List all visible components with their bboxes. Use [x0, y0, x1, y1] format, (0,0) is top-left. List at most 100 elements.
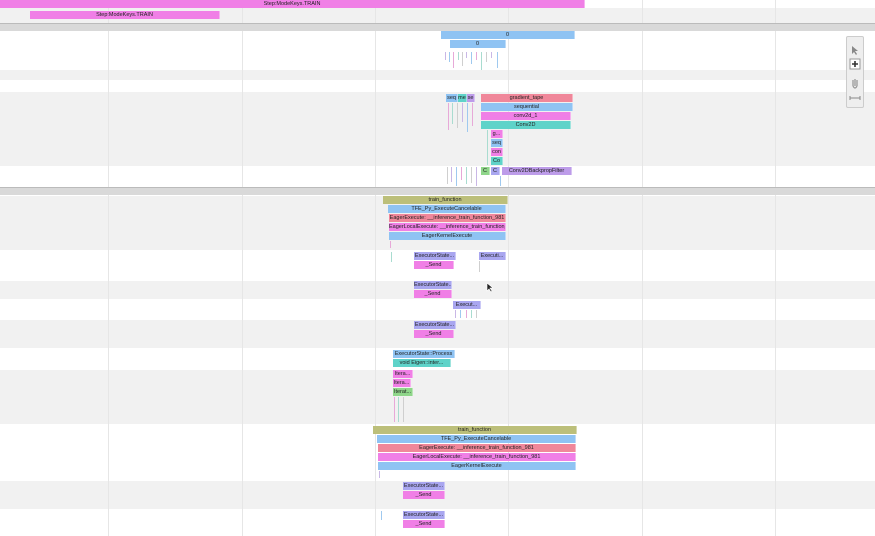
small-event — [462, 52, 463, 66]
grid-line — [508, 0, 509, 536]
small-event — [447, 167, 448, 184]
trace-slice[interactable]: con — [491, 148, 503, 156]
small-event — [486, 52, 487, 62]
small-event — [455, 310, 456, 318]
trace-slice[interactable]: ExecutorState... — [414, 321, 456, 329]
trace-slice[interactable]: ExecutorState... — [403, 511, 445, 519]
trace-slice[interactable]: Co — [491, 157, 503, 165]
trace-slice[interactable]: EagerExecute: __inference_train_function… — [378, 444, 576, 452]
trace-slice[interactable]: me — [458, 94, 467, 102]
small-event — [403, 397, 404, 422]
trace-slice[interactable]: Conv2D — [481, 121, 571, 129]
trace-slice[interactable]: gradient_tape — [481, 94, 573, 102]
grid-line — [242, 0, 243, 536]
track-band — [0, 70, 875, 80]
toolbar — [846, 36, 864, 108]
trace-slice[interactable]: C — [491, 167, 500, 175]
small-event — [390, 241, 391, 248]
small-event — [458, 52, 459, 60]
trace-slice[interactable]: void Eigen::inter... — [393, 359, 451, 367]
pan-tool[interactable] — [852, 79, 858, 89]
trace-slice[interactable]: 0 — [450, 40, 506, 48]
track-band — [0, 92, 875, 166]
small-event — [462, 103, 463, 122]
trace-slice[interactable]: Step:ModeKeys.TRAIN — [0, 0, 585, 8]
trace-slice[interactable]: Execut... — [453, 301, 481, 309]
select-tool[interactable] — [852, 46, 858, 55]
small-event — [445, 52, 446, 60]
small-event — [452, 103, 453, 124]
track-band — [0, 370, 875, 424]
trace-slice[interactable]: Executi... — [479, 252, 506, 260]
trace-slice[interactable]: _Send — [414, 261, 454, 269]
zoom-icon — [852, 61, 858, 67]
small-event — [479, 261, 480, 272]
small-event — [466, 310, 467, 318]
trace-slice[interactable]: sequential — [481, 103, 573, 111]
small-event — [471, 52, 472, 64]
small-event — [467, 103, 468, 132]
small-event — [471, 167, 472, 183]
small-event — [476, 52, 477, 60]
trace-slice[interactable]: Itera... — [393, 370, 413, 378]
small-event — [487, 130, 488, 165]
trace-slice[interactable]: 0 — [441, 31, 575, 39]
trace-slice[interactable]: train_function — [383, 196, 508, 204]
trace-slice[interactable]: seq — [491, 139, 503, 147]
small-event — [471, 310, 472, 318]
trace-slice[interactable]: Step:ModeKeys.TRAIN — [30, 11, 220, 19]
trace-slice[interactable]: ExecutorState... — [414, 252, 456, 260]
trace-slice[interactable]: _Send — [403, 520, 445, 528]
trace-slice[interactable]: _Send — [414, 330, 454, 338]
trace-slice[interactable]: seq — [446, 94, 458, 102]
small-event — [379, 471, 380, 478]
small-event — [466, 52, 467, 58]
small-event — [472, 103, 473, 126]
small-event — [466, 167, 467, 184]
small-event — [481, 52, 482, 70]
toolbar-icons — [849, 46, 861, 100]
trace-slice[interactable]: EagerLocalExecute: __inference_train_fun… — [389, 223, 506, 231]
trace-slice[interactable]: _Send — [414, 290, 452, 298]
trace-slice[interactable]: EagerExecute: __inference_train_function… — [389, 214, 506, 222]
grid-line — [775, 0, 776, 536]
process-separator — [0, 23, 875, 31]
small-event — [381, 511, 382, 520]
trace-slice[interactable]: g... — [491, 130, 503, 138]
trace-slice[interactable]: ExecutorState... — [414, 281, 452, 289]
grid-line — [108, 0, 109, 536]
trace-slice[interactable]: EagerKernelExecute — [389, 232, 506, 240]
small-event — [394, 397, 395, 422]
small-event — [451, 167, 452, 182]
trace-slice[interactable]: ExecutorState::Process — [393, 350, 455, 358]
trace-slice[interactable]: TFE_Py_ExecuteCancelable — [388, 205, 506, 213]
small-event — [457, 103, 458, 128]
small-event — [448, 103, 449, 130]
small-event — [398, 397, 399, 422]
trace-slice[interactable]: se — [467, 94, 475, 102]
trace-slice[interactable]: Iterat... — [393, 388, 413, 396]
trace-slice[interactable]: train_function — [373, 426, 577, 434]
small-event — [497, 52, 498, 68]
small-event — [461, 167, 462, 180]
grid-line — [642, 0, 643, 536]
timing-tool[interactable] — [849, 96, 861, 100]
small-event — [391, 252, 392, 262]
trace-slice[interactable]: conv2d_1 — [481, 112, 571, 120]
small-event — [449, 52, 450, 62]
trace-slice[interactable]: EagerLocalExecute: __inference_train_fun… — [378, 453, 576, 461]
small-event — [476, 167, 477, 186]
small-event — [460, 310, 461, 318]
mouse-cursor — [486, 282, 494, 293]
trace-slice[interactable]: C — [481, 167, 490, 175]
trace-slice[interactable]: TFE_Py_ExecuteCancelable — [377, 435, 576, 443]
trace-slice[interactable]: Conv2DBackpropFilter — [502, 167, 572, 175]
process-separator — [0, 187, 875, 195]
trace-slice[interactable]: _Send — [403, 491, 445, 499]
trace-slice[interactable]: EagerKernelExecute — [378, 462, 576, 470]
small-event — [500, 176, 501, 186]
small-event — [456, 167, 457, 186]
trace-slice[interactable]: Itera... — [393, 379, 411, 387]
trace-slice[interactable]: ExecutorState... — [403, 482, 445, 490]
